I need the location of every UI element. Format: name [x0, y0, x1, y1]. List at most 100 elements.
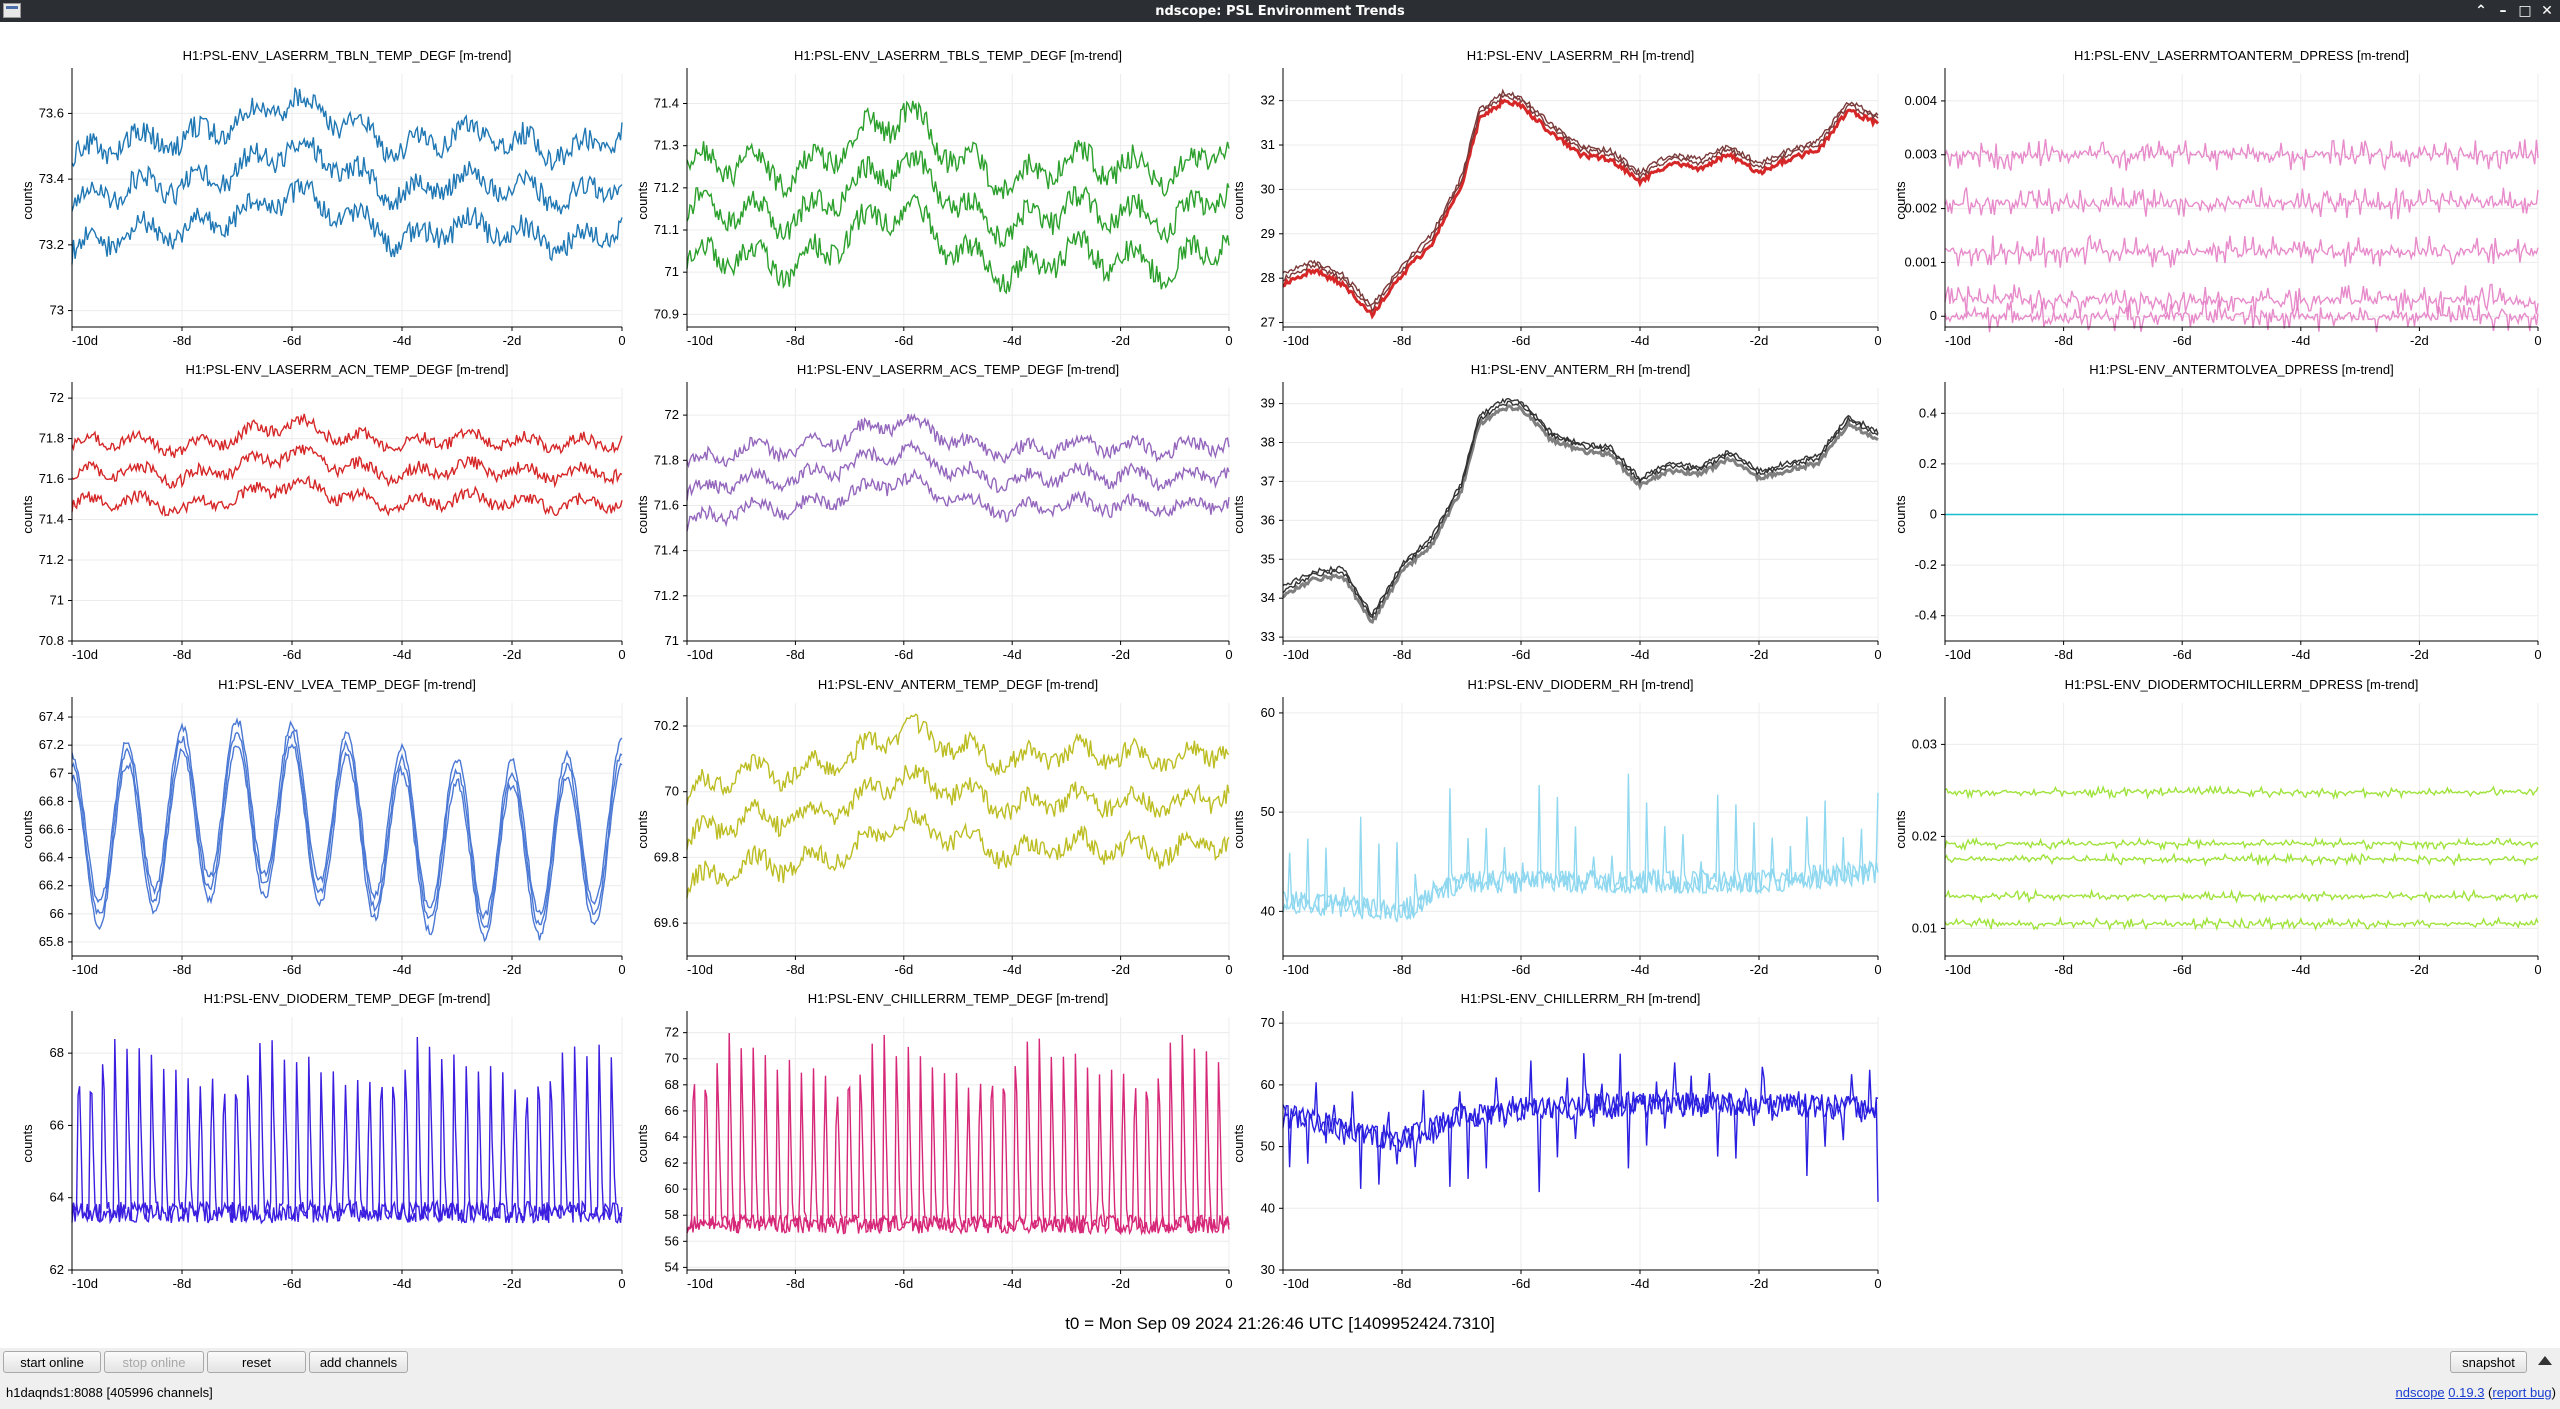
plot-title: H1:PSL-ENV_LASERRM_TBLS_TEMP_DEGF [m-tre…: [794, 48, 1122, 63]
y-tick-label: 70.9: [654, 306, 679, 321]
app-icon[interactable]: [3, 3, 21, 18]
y-tick-label: 0.03: [1912, 736, 1937, 751]
series-line: [1282, 400, 1879, 619]
start-online-button[interactable]: start online: [3, 1351, 101, 1373]
y-tick-label: 71.8: [39, 431, 64, 446]
y-tick-label: 29: [1261, 226, 1275, 241]
x-tick-label: -10d: [1945, 647, 1971, 662]
x-tick-label: -10d: [1283, 1276, 1309, 1291]
y-tick-label: 70: [1261, 1015, 1275, 1030]
plot-panel[interactable]: H1:PSL-ENV_LASERRM_ACN_TEMP_DEGF [m-tren…: [20, 362, 626, 662]
plot-panel[interactable]: H1:PSL-ENV_ANTERM_RH [m-trend] 33 34 35 36 37…: [1231, 362, 1882, 662]
y-tick-label: 65.8: [39, 934, 64, 949]
y-axis-label: counts: [1893, 810, 1908, 849]
y-tick-label: 71.4: [39, 512, 64, 527]
y-tick-label: 66: [665, 1103, 679, 1118]
x-tick-label: -8d: [1393, 1276, 1412, 1291]
y-tick-label: 67.4: [39, 709, 64, 724]
minimize-icon[interactable]: –: [2499, 3, 2507, 19]
y-tick-label: 73.6: [39, 105, 64, 120]
y-tick-label: 68: [665, 1077, 679, 1092]
plot-grid[interactable]: H1:PSL-ENV_LASERRM_TBLN_TEMP_DEGF [m-tre…: [0, 22, 2560, 1312]
maximize-icon[interactable]: □: [2518, 3, 2532, 19]
x-tick-label: -10d: [72, 647, 98, 662]
ndscope-link[interactable]: ndscope: [2395, 1385, 2445, 1400]
y-tick-label: -0.2: [1915, 557, 1937, 572]
plot-panel[interactable]: H1:PSL-ENV_ANTERM_TEMP_DEGF [m-trend] 69.…: [635, 677, 1233, 977]
snapshot-button[interactable]: snapshot: [2450, 1351, 2527, 1373]
x-tick-label: -4d: [393, 1276, 412, 1291]
y-axis-label: counts: [1893, 181, 1908, 220]
x-tick-label: -8d: [173, 333, 192, 348]
x-tick-label: -2d: [2410, 333, 2429, 348]
plot-panel[interactable]: H1:PSL-ENV_LASERRMTOANTERM_DPRESS [m-tre…: [1893, 48, 2542, 348]
y-tick-label: 0.2: [1919, 456, 1937, 471]
y-tick-label: 71.2: [654, 588, 679, 603]
plot-panel[interactable]: H1:PSL-ENV_LASERRM_RH [m-trend] 27 28 29 30 3…: [1231, 48, 1882, 348]
x-tick-label: 0: [618, 962, 625, 977]
series-line: [1944, 888, 2539, 904]
y-tick-label: -0.4: [1915, 608, 1937, 623]
x-tick-label: -10d: [72, 1276, 98, 1291]
x-tick-label: -10d: [1945, 962, 1971, 977]
report-bug-link[interactable]: report bug: [2492, 1385, 2552, 1400]
series-line: [686, 467, 1230, 532]
x-tick-label: -8d: [2054, 647, 2073, 662]
y-axis-label: counts: [1231, 495, 1246, 534]
y-tick-label: 66.4: [39, 850, 64, 865]
plot-panel[interactable]: H1:PSL-ENV_LVEA_TEMP_DEGF [m-trend] 65.8 6…: [20, 677, 626, 977]
y-tick-label: 71: [665, 633, 679, 648]
plot-title: H1:PSL-ENV_LASERRM_RH [m-trend]: [1467, 48, 1695, 63]
plot-panel[interactable]: H1:PSL-ENV_ANTERMTOLVEA_DPRESS [m-trend]…: [1893, 362, 2542, 662]
version-link[interactable]: 0.19.3: [2448, 1385, 2485, 1400]
plot-panel[interactable]: H1:PSL-ENV_DIODERM_RH [m-trend] 40 50 60 -10…: [1231, 677, 1882, 977]
y-tick-label: 28: [1261, 270, 1275, 285]
plot-title: H1:PSL-ENV_LASERRM_TBLN_TEMP_DEGF [m-tre…: [183, 48, 512, 63]
x-tick-label: -6d: [894, 647, 913, 662]
plot-panel[interactable]: H1:PSL-ENV_CHILLERRM_RH [m-trend] 30 40 50 6…: [1231, 991, 1882, 1291]
stop-online-button[interactable]: stop online: [104, 1351, 204, 1373]
series-envelope: [1282, 96, 1880, 320]
plot-panel[interactable]: H1:PSL-ENV_DIODERM_TEMP_DEGF [m-trend] 62…: [20, 991, 626, 1291]
plot-panel[interactable]: H1:PSL-ENV_CHILLERRM_TEMP_DEGF [m-trend]…: [635, 991, 1233, 1291]
x-tick-label: 0: [1874, 962, 1881, 977]
y-tick-label: 38: [1261, 434, 1275, 449]
y-tick-label: 56: [665, 1233, 679, 1248]
y-tick-label: 40: [1261, 1200, 1275, 1215]
x-tick-label: -2d: [1111, 1276, 1130, 1291]
version-info: ndscope 0.19.3 (report bug): [2395, 1385, 2557, 1400]
reset-button[interactable]: reset: [207, 1351, 306, 1373]
y-tick-label: 70: [665, 1051, 679, 1066]
x-tick-label: -6d: [2173, 647, 2192, 662]
x-tick-label: -10d: [1945, 333, 1971, 348]
plot-panel[interactable]: H1:PSL-ENV_LASERRM_TBLN_TEMP_DEGF [m-tre…: [20, 48, 626, 348]
y-axis-label: counts: [1231, 1124, 1246, 1163]
plot-panel[interactable]: H1:PSL-ENV_LASERRM_ACS_TEMP_DEGF [m-tren…: [635, 362, 1233, 662]
x-tick-label: -8d: [786, 647, 805, 662]
x-tick-label: 0: [2534, 962, 2541, 977]
y-tick-label: 50: [1261, 804, 1275, 819]
x-tick-label: -2d: [1111, 333, 1130, 348]
x-tick-label: -4d: [1631, 333, 1650, 348]
close-icon[interactable]: ✕: [2541, 3, 2553, 19]
y-tick-label: 66.6: [39, 822, 64, 837]
x-tick-label: -4d: [1003, 333, 1022, 348]
y-tick-label: 32: [1261, 93, 1275, 108]
y-axis-label: counts: [1893, 495, 1908, 534]
x-tick-label: -6d: [2173, 962, 2192, 977]
y-tick-label: 73: [50, 303, 64, 318]
series-line: [1944, 187, 2539, 220]
series-line: [71, 475, 623, 517]
plot-panel[interactable]: H1:PSL-ENV_LASERRM_TBLS_TEMP_DEGF [m-tre…: [635, 48, 1233, 348]
plot-title: H1:PSL-ENV_ANTERM_RH [m-trend]: [1471, 362, 1691, 377]
series-line: [71, 87, 623, 171]
y-tick-label: 0.01: [1912, 920, 1937, 935]
plot-title: H1:PSL-ENV_LVEA_TEMP_DEGF [m-trend]: [218, 677, 476, 692]
y-tick-label: 70: [665, 784, 679, 799]
expand-panel-icon[interactable]: [2538, 1356, 2552, 1365]
y-tick-label: 39: [1261, 396, 1275, 411]
add-channels-button[interactable]: add channels: [309, 1351, 408, 1373]
shade-icon[interactable]: ⌃: [2475, 3, 2487, 19]
x-tick-label: 0: [1225, 962, 1232, 977]
plot-panel[interactable]: H1:PSL-ENV_DIODERMTOCHILLERRM_DPRESS [m-…: [1893, 677, 2542, 977]
